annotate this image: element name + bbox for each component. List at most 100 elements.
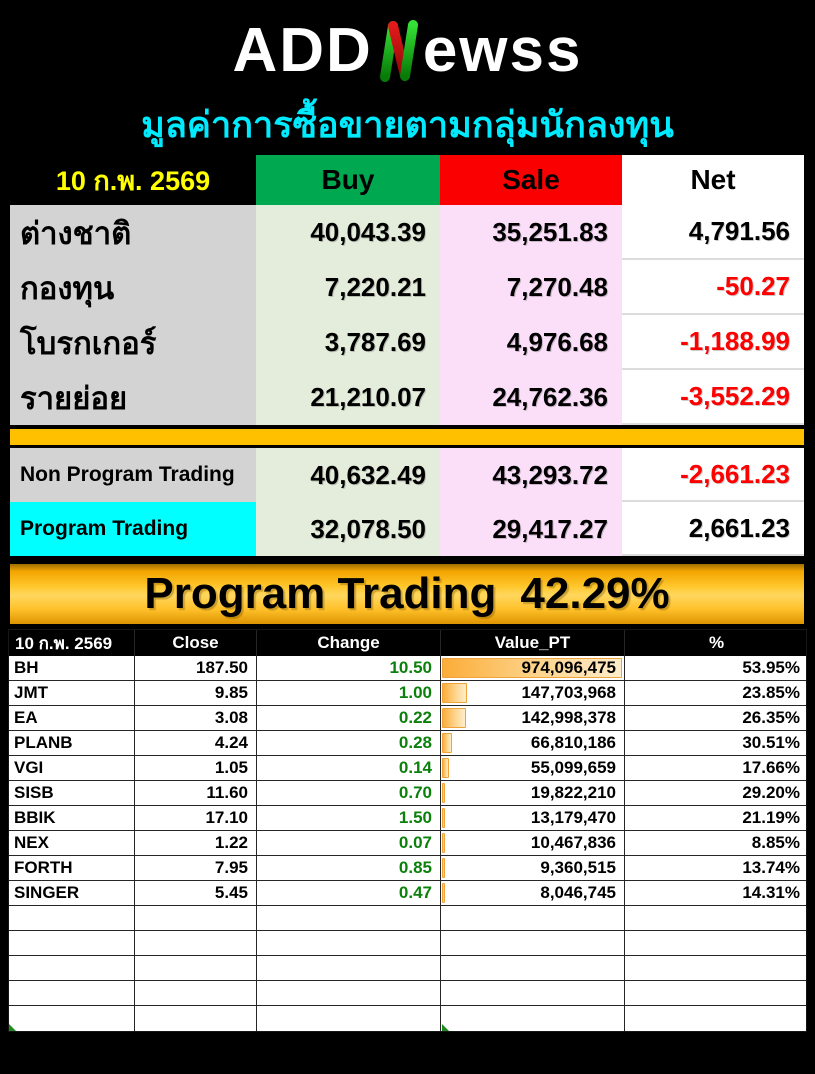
program-rows: Non Program Trading 40,632.49 43,293.72 -2,… (10, 448, 804, 556)
banner-percent: 42.29% (520, 569, 670, 618)
empty-cell (625, 906, 808, 930)
buy-header: Buy (256, 155, 440, 205)
stock-symbol: NEX (9, 831, 135, 855)
stock-symbol: SISB (9, 781, 135, 805)
summary-rows: ต่างชาติ 40,043.39 35,251.83 4,791.56 กองทุน… (10, 205, 804, 425)
value-pt: 13,179,470 (530, 808, 616, 827)
program-trading-banner: Program Trading 42.29% (10, 564, 804, 624)
row-label: Non Program Trading (10, 448, 256, 502)
close-value: 5.45 (135, 881, 257, 905)
buy-value: 32,078.50 (256, 502, 440, 556)
change-value: 1.00 (257, 681, 441, 705)
empty-row (9, 931, 806, 956)
change-value: 0.28 (257, 731, 441, 755)
buy-value: 40,043.39 (256, 205, 440, 260)
table-row: PLANB 4.24 0.28 66,810,186 30.51% (9, 731, 806, 756)
buy-value: 21,210.07 (256, 370, 440, 425)
stock-symbol: BH (9, 656, 135, 680)
value-pt: 55,099,659 (530, 758, 616, 777)
close-value: 11.60 (135, 781, 257, 805)
close-value: 4.24 (135, 731, 257, 755)
percent-value: 13.74% (742, 858, 800, 877)
logo-text-add: ADD (232, 16, 373, 85)
empty-cell (257, 931, 441, 955)
empty-cell (625, 931, 808, 955)
banner-label: Program Trading (144, 569, 497, 618)
percent-value: 17.66% (742, 758, 800, 777)
empty-cell (9, 981, 135, 1005)
empty-cell (625, 956, 808, 980)
value-pt-cell: 9,360,515 (441, 856, 625, 880)
buy-value: 3,787.69 (256, 315, 440, 370)
empty-cell (441, 1006, 625, 1031)
net-value: -50.27 (622, 260, 804, 315)
percent-value: 26.35% (742, 708, 800, 727)
value-bar (442, 683, 467, 703)
program-row: Non Program Trading 40,632.49 43,293.72 -2,… (10, 448, 804, 502)
buy-value: 7,220.21 (256, 260, 440, 315)
value-pt: 9,360,515 (540, 858, 616, 877)
change-value: 10.50 (257, 656, 441, 680)
change-value: 0.22 (257, 706, 441, 730)
empty-row (9, 981, 806, 1006)
stock-symbol: FORTH (9, 856, 135, 880)
value-pt: 8,046,745 (540, 883, 616, 902)
pt-col-value: Value_PT (441, 630, 625, 656)
sale-value: 43,293.72 (440, 448, 622, 502)
empty-cell (135, 931, 257, 955)
value-bar (442, 758, 450, 778)
close-value: 9.85 (135, 681, 257, 705)
value-bar (442, 783, 445, 803)
percent-value: 14.31% (742, 883, 800, 902)
close-value: 3.08 (135, 706, 257, 730)
table-row: JMT 9.85 1.00 147,703,968 23.85% (9, 681, 806, 706)
net-value: -2,661.23 (622, 448, 804, 502)
value-pt: 147,703,968 (521, 683, 616, 702)
pt-rows: BH 187.50 10.50 974,096,475 53.95% JMT 9.85 1.0… (9, 656, 806, 1031)
green-red-n-icon (379, 20, 418, 82)
value-bar (442, 708, 466, 728)
comment-marker-icon (442, 1024, 449, 1031)
gold-separator (10, 425, 804, 448)
table-row: NEX 1.22 0.07 10,467,836 8.85% (9, 831, 806, 856)
empty-row (9, 906, 806, 931)
investor-row: โบรกเกอร์ 3,787.69 4,976.68 -1,188.99 (10, 315, 804, 370)
empty-row (9, 1006, 806, 1031)
value-bar (442, 808, 445, 828)
pt-header-row: 10 ก.พ. 2569 Close Change Value_PT % (9, 630, 806, 656)
empty-cell (257, 1006, 441, 1031)
pt-col-change: Change (257, 630, 441, 656)
summary-header-row: 10 ก.พ. 2569 Buy Sale Net (10, 155, 804, 205)
pt-table: 10 ก.พ. 2569 Close Change Value_PT % BH 1… (8, 629, 807, 1032)
close-value: 1.22 (135, 831, 257, 855)
value-pt-cell: 10,467,836 (441, 831, 625, 855)
empty-cell (9, 1006, 135, 1031)
percent-value: 29.20% (742, 783, 800, 802)
empty-cell (135, 1006, 257, 1031)
pt-date: 10 ก.พ. 2569 (9, 630, 135, 656)
logo: ADD ewss (0, 0, 815, 96)
gold-separator-bar (10, 428, 804, 445)
value-pt-cell: 147,703,968 (441, 681, 625, 705)
close-value: 1.05 (135, 756, 257, 780)
buy-value: 40,632.49 (256, 448, 440, 502)
row-label: โบรกเกอร์ (10, 315, 256, 370)
logo-text-ewss: ewss (422, 16, 583, 85)
investor-row: ต่างชาติ 40,043.39 35,251.83 4,791.56 (10, 205, 804, 260)
sale-header: Sale (440, 155, 622, 205)
value-bar (442, 858, 445, 878)
net-value: -3,552.29 (622, 370, 804, 425)
empty-cell (441, 981, 625, 1005)
pt-col-percent: % (708, 633, 725, 652)
table-row: FORTH 7.95 0.85 9,360,515 13.74% (9, 856, 806, 881)
value-pt-cell: 55,099,659 (441, 756, 625, 780)
row-label: กองทุน (10, 260, 256, 315)
row-label: ต่างชาติ (10, 205, 256, 260)
table-row: EA 3.08 0.22 142,998,378 26.35% (9, 706, 806, 731)
value-pt: 66,810,186 (530, 733, 616, 752)
table-row: SINGER 5.45 0.47 8,046,745 14.31% (9, 881, 806, 906)
percent-value: 8.85% (751, 833, 800, 852)
net-value: 2,661.23 (622, 502, 804, 556)
empty-cell (9, 906, 135, 930)
value-pt-cell: 974,096,475 (441, 656, 625, 680)
